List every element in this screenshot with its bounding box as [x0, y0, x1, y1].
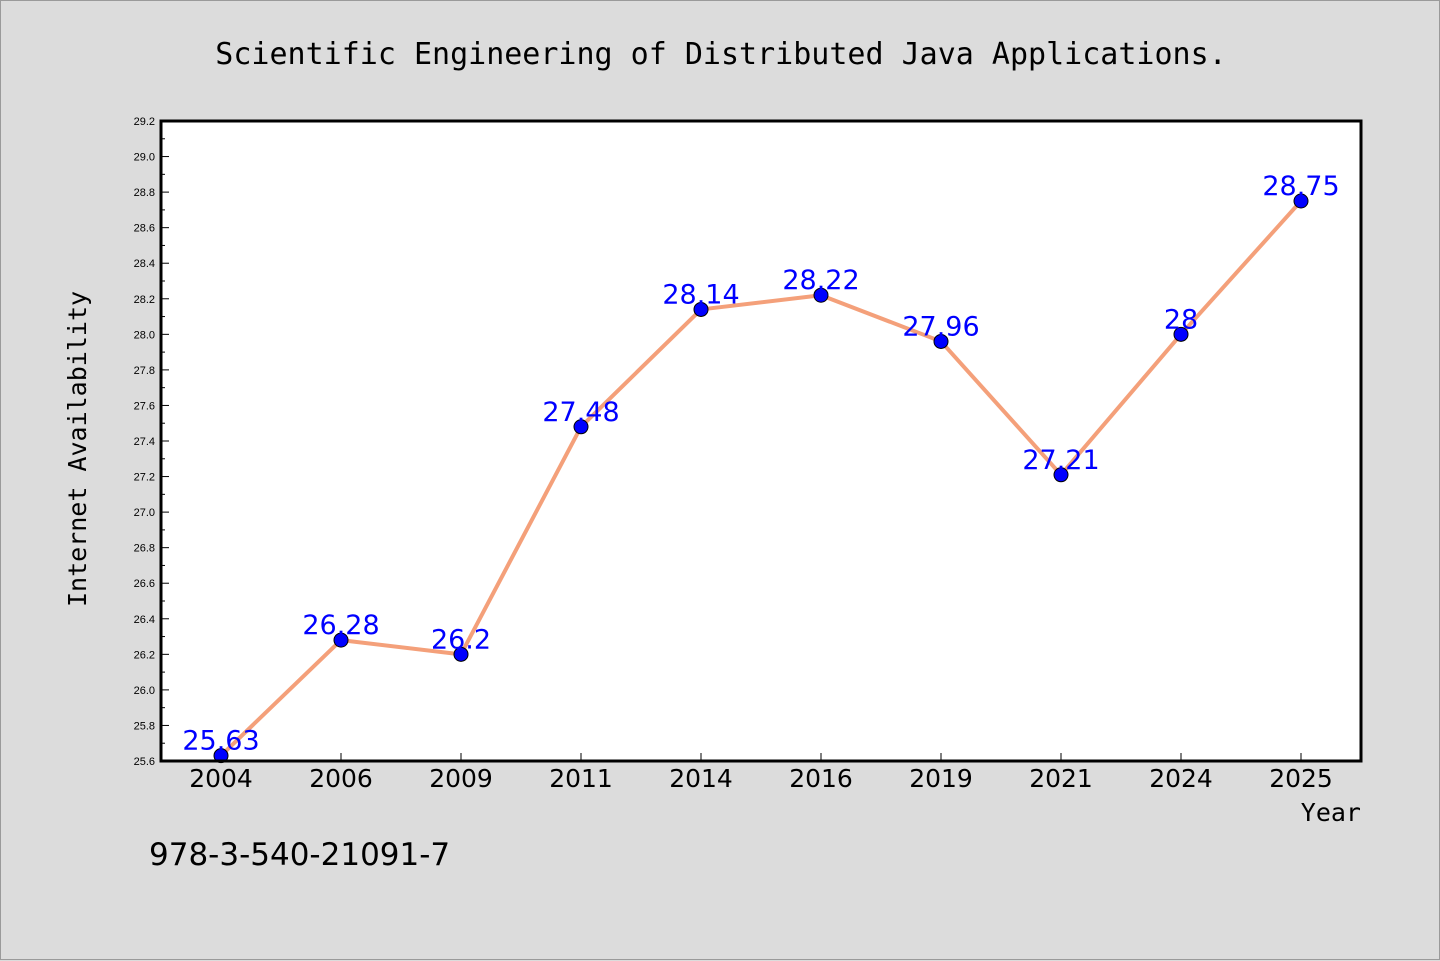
y-tick-label: 28.4: [134, 258, 155, 270]
data-point: [333, 632, 349, 648]
y-tick-label: 29.2: [134, 116, 155, 128]
plot-border: [159, 119, 1363, 763]
data-label: 27.48: [542, 397, 619, 428]
y-tick-label: 26.8: [134, 543, 155, 555]
y-tick-label: 28.0: [134, 329, 155, 341]
y-tick-label: 25.8: [134, 720, 155, 732]
data-label: 26.2: [431, 624, 491, 655]
series-markers: [213, 193, 1309, 764]
x-tick-label: 2024: [1149, 764, 1213, 793]
x-axis: 2004 2006 2009 2011 2014 2016 2019 2021 2024 2025: [189, 753, 1333, 793]
x-tick-label: 2019: [909, 764, 973, 793]
x-axis-label: Year: [1301, 798, 1361, 827]
data-label: 28.14: [662, 279, 739, 310]
data-point: [1053, 467, 1069, 483]
plot-area: [161, 121, 1361, 761]
x-tick-label: 2014: [669, 764, 733, 793]
y-tick-label: 28.8: [134, 187, 155, 199]
x-tick-label: 2009: [429, 764, 493, 793]
x-tick-label: 2006: [309, 764, 373, 793]
data-label: 28.75: [1262, 171, 1339, 202]
data-point: [813, 287, 829, 303]
y-tick-label: 26.4: [134, 614, 155, 626]
y-tick-label: 29.0: [134, 152, 155, 164]
data-label: 28: [1164, 304, 1198, 335]
y-tick-label: 27.2: [134, 472, 155, 484]
y-tick-label: 26.6: [134, 578, 155, 590]
chart-title: Scientific Engineering of Distributed Ja…: [215, 37, 1226, 72]
y-axis-label: Internet Availability: [63, 291, 92, 607]
x-tick-label: 2004: [189, 764, 253, 793]
y-tick-label: 28.6: [134, 223, 155, 235]
y-tick-label: 28.2: [134, 294, 155, 306]
data-labels: 25.63 26.28 26.2 27.48 28.14 28.22 27.96 27.21 2…: [182, 171, 1339, 757]
x-tick-label: 2025: [1269, 764, 1333, 793]
data-label: 27.21: [1022, 445, 1099, 476]
data-point: [453, 646, 469, 662]
data-point: [933, 333, 949, 349]
y-axis: 25.6 25.8 26.0 26.2 26.4 26.6 26.8 27.0 27.2 27.4…: [134, 116, 169, 768]
y-tick-label: 27.4: [134, 436, 155, 448]
data-point: [573, 419, 589, 435]
isbn-annotation: 978-3-540-21091-7: [149, 837, 450, 873]
data-label: 26.28: [302, 610, 379, 641]
x-tick-label: 2011: [549, 764, 613, 793]
y-tick-label: 27.6: [134, 400, 155, 412]
data-point: [1293, 193, 1309, 209]
data-point: [213, 748, 229, 764]
y-tick-label: 25.6: [134, 756, 155, 768]
y-tick-label: 26.0: [134, 685, 155, 697]
data-point: [693, 301, 709, 317]
data-point: [1173, 326, 1189, 342]
y-tick-label: 27.8: [134, 365, 155, 377]
series-line: [219, 199, 1303, 758]
data-label: 25.63: [182, 726, 259, 757]
y-tick-label: 27.0: [134, 507, 155, 519]
data-label: 28.22: [782, 265, 859, 296]
x-tick-label: 2016: [789, 764, 853, 793]
y-tick-label: 26.2: [134, 649, 155, 661]
data-label: 27.96: [902, 311, 979, 342]
x-tick-label: 2021: [1029, 764, 1093, 793]
